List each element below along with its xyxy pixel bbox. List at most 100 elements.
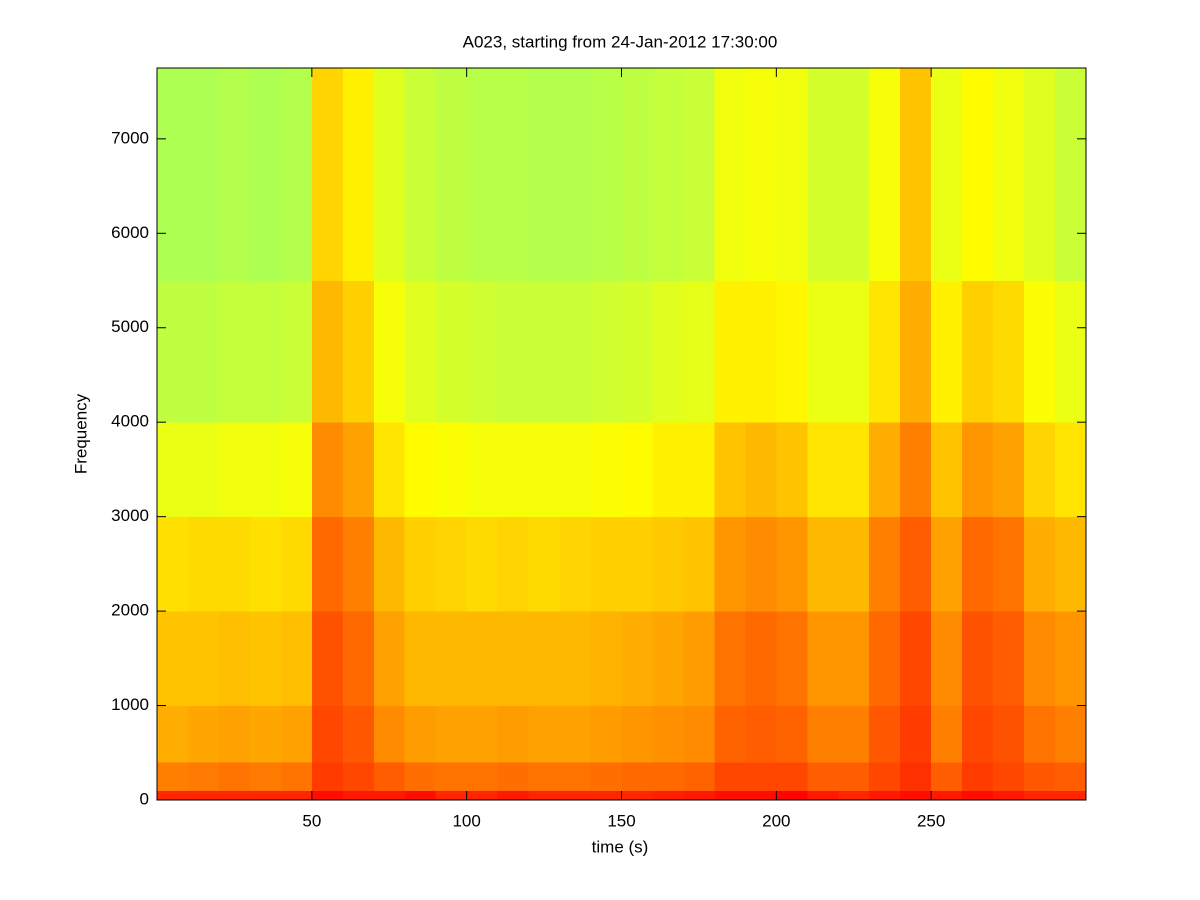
heatmap-cell <box>962 516 994 612</box>
heatmap-cell <box>435 762 468 792</box>
heatmap-cell <box>838 762 870 792</box>
heatmap-cell <box>249 422 282 518</box>
heatmap-cell <box>435 516 468 612</box>
heatmap-cell <box>714 68 746 282</box>
heatmap-cell <box>900 705 932 763</box>
heatmap-cell <box>466 68 499 282</box>
heatmap-cell <box>218 422 251 518</box>
y-tick-label: 4000 <box>111 412 149 431</box>
heatmap-cell <box>528 280 561 423</box>
heatmap-cell <box>404 422 437 518</box>
heatmap-cell <box>528 790 561 801</box>
heatmap-cell <box>807 705 839 763</box>
heatmap-cell <box>869 705 901 763</box>
heatmap-cell <box>776 705 808 763</box>
heatmap-cell <box>404 762 437 792</box>
heatmap-cell <box>249 790 282 801</box>
heatmap-cell <box>931 68 963 282</box>
heatmap-cell <box>187 516 220 612</box>
heatmap-cell <box>373 790 406 801</box>
heatmap-cell <box>931 422 963 518</box>
heatmap-cell <box>683 280 715 423</box>
heatmap-cell <box>962 705 994 763</box>
heatmap-cell <box>311 705 344 763</box>
heatmap-cell <box>621 516 653 612</box>
heatmap-cell <box>342 280 375 423</box>
heatmap-cell <box>497 762 530 792</box>
heatmap-cell <box>900 516 932 612</box>
y-tick-label: 0 <box>140 789 149 808</box>
heatmap-cell <box>869 790 901 801</box>
heatmap-cell <box>404 611 437 707</box>
heatmap-cell <box>590 422 622 518</box>
heatmap-cell <box>559 705 592 763</box>
heatmap-cell <box>683 516 715 612</box>
heatmap-cell <box>559 762 592 792</box>
heatmap-cell <box>497 790 530 801</box>
heatmap-cell <box>1024 68 1056 282</box>
heatmap-cell <box>528 705 561 763</box>
heatmap-cell <box>621 280 653 423</box>
y-axis-label: Frequency <box>71 393 90 474</box>
heatmap-cell <box>962 790 994 801</box>
heatmap-cell <box>993 280 1025 423</box>
heatmap-cell <box>807 68 839 282</box>
heatmap-cell <box>1024 611 1056 707</box>
x-tick-label: 200 <box>762 811 790 830</box>
heatmap-cell <box>1024 422 1056 518</box>
heatmap-cell <box>745 611 777 707</box>
heatmap-cell <box>1024 762 1056 792</box>
heatmap-cell <box>993 762 1025 792</box>
heatmap-cell <box>157 762 189 792</box>
heatmap-cell <box>280 516 313 612</box>
heatmap-cell <box>776 790 808 801</box>
heatmap-cell <box>249 611 282 707</box>
heatmap-cell <box>559 611 592 707</box>
heatmap-cell <box>838 705 870 763</box>
heatmap-cell <box>311 516 344 612</box>
heatmap-cell <box>1055 762 1087 792</box>
y-tick-label: 5000 <box>111 317 149 336</box>
heatmap-cells <box>157 68 1087 801</box>
heatmap-cell <box>280 705 313 763</box>
heatmap-cell <box>404 516 437 612</box>
heatmap-cell <box>962 280 994 423</box>
heatmap-cell <box>404 68 437 282</box>
heatmap-cell <box>559 280 592 423</box>
heatmap-cell <box>838 790 870 801</box>
heatmap-cell <box>683 790 715 801</box>
heatmap-cell <box>621 422 653 518</box>
heatmap-cell <box>838 422 870 518</box>
heatmap-cell <box>435 280 468 423</box>
heatmap-cell <box>311 280 344 423</box>
heatmap-cell <box>280 422 313 518</box>
heatmap-cell <box>652 280 684 423</box>
heatmap-cell <box>373 68 406 282</box>
heatmap-cell <box>373 705 406 763</box>
heatmap-cell <box>621 68 653 282</box>
heatmap-cell <box>497 280 530 423</box>
heatmap-cell <box>218 790 251 801</box>
heatmap-cell <box>404 705 437 763</box>
heatmap-cell <box>218 762 251 792</box>
heatmap-cell <box>621 705 653 763</box>
heatmap-cell <box>900 611 932 707</box>
heatmap-cell <box>528 762 561 792</box>
heatmap-cell <box>714 762 746 792</box>
heatmap-cell <box>559 516 592 612</box>
heatmap-cell <box>404 790 437 801</box>
heatmap-cell <box>714 280 746 423</box>
heatmap-cell <box>900 68 932 282</box>
x-tick-label: 150 <box>607 811 635 830</box>
heatmap-cell <box>157 705 189 763</box>
heatmap-cell <box>249 516 282 612</box>
heatmap-cell <box>683 705 715 763</box>
heatmap-cell <box>869 68 901 282</box>
heatmap-cell <box>838 68 870 282</box>
heatmap-cell <box>714 705 746 763</box>
heatmap-cell <box>280 790 313 801</box>
heatmap-cell <box>807 790 839 801</box>
heatmap-cell <box>373 422 406 518</box>
heatmap-cell <box>807 516 839 612</box>
heatmap-cell <box>342 516 375 612</box>
